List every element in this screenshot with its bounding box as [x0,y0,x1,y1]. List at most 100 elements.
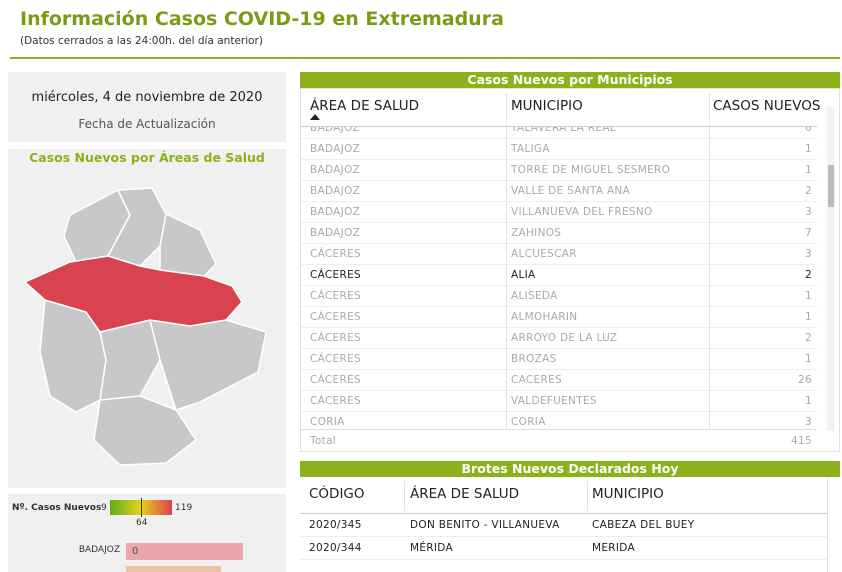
column-header[interactable]: ÁREA DE SALUD [310,98,420,114]
column-header[interactable]: MUNICIPIO [511,98,583,114]
area-cell: BADAJOZ [310,206,361,218]
area-bar[interactable]: 0 [126,543,243,560]
brotes-table: CÓDIGO ÁREA DE SALUD MUNICIPIO 2020/345 D… [300,477,828,572]
cases-cell: 1 [805,353,812,365]
area-llerena-zafra[interactable] [93,395,198,466]
area-cell: CÁCERES [310,311,361,323]
column-header[interactable]: CASOS NUEVOS [713,98,821,114]
legend-panel: Nº. Casos Nuevos 9 119 64 BADAJOZ 0 [8,494,286,572]
municipio-cell: VILLANUEVA DEL FRESNO [511,206,653,218]
brote-cell: CABEZA DEL BUEY [592,519,695,531]
column-separator [506,223,507,244]
header-rule [10,57,840,59]
total-rule [301,429,817,430]
area-bar-partial [126,566,221,572]
column-header[interactable]: MUNICIPIO [592,486,664,502]
legend-max: 119 [175,503,193,513]
map-title: Casos Nuevos por Áreas de Salud [29,150,265,165]
column-separator [709,328,710,349]
table-row[interactable]: BADAJOZ TORRE DE MIGUEL SESMERO 1 [301,160,817,181]
column-separator [709,370,710,391]
brote-cell: 2020/345 [309,519,362,531]
column-separator [709,412,710,429]
area-bar-value: 0 [132,546,139,557]
cases-cell: 3 [805,416,812,428]
column-separator [506,391,507,412]
map-panel: Casos Nuevos por Áreas de Salud [8,149,286,488]
cases-cell: 3 [805,206,812,218]
table-row[interactable]: CÁCERES ALCUESCAR 3 [301,244,817,265]
area-caceres[interactable] [23,255,243,333]
area-navalmoral[interactable] [159,212,217,277]
area-cell: CÁCERES [310,374,361,386]
municipio-cell: BROZAS [511,353,557,365]
area-cell: CÁCERES [310,395,361,407]
area-plasencia[interactable] [106,187,167,267]
table-row[interactable]: 2020/345 DON BENITO - VILLANUEVA CABEZA DE… [300,515,827,537]
cases-cell: 1 [805,290,812,302]
municipio-cell: ALISEDA [511,290,558,302]
date-card: miércoles, 4 de noviembre de 2020 Fecha … [8,72,286,142]
municipios-table: ÁREA DE SALUD MUNICIPIO CASOS NUEVOS BAD… [300,88,840,452]
table-row[interactable]: 2020/344 MÉRIDA MERIDA [300,538,827,560]
column-separator [709,127,710,139]
table-row[interactable]: BADAJOZ VILLANUEVA DEL FRESNO 3 [301,202,817,223]
area-cell: CÁCERES [310,269,361,281]
area-cell: BADAJOZ [310,227,361,239]
table-row[interactable]: BADAJOZ TALAVERA LA REAL 6 [301,127,817,139]
table-row[interactable]: BADAJOZ VALLE DE SANTA ANA 2 [301,181,817,202]
table-row[interactable]: CÁCERES ARROYO DE LA LUZ 2 [301,328,817,349]
table-row[interactable]: BADAJOZ TALIGA 1 [301,139,817,160]
municipio-cell: VALLE DE SANTA ANA [511,185,631,197]
brotes-title: Brotes Nuevos Declarados Hoy [300,461,840,477]
column-separator [709,349,710,370]
cases-cell: 2 [805,185,812,197]
area-cell: BADAJOZ [310,185,361,197]
area-cell: BADAJOZ [310,164,361,176]
area-cell: CORIA [310,416,345,428]
table-row[interactable]: BADAJOZ ZAHINOS 7 [301,223,817,244]
column-separator [506,139,507,160]
header-rule [301,126,817,127]
municipio-cell: ALIA [511,269,536,281]
area-cell: CÁCERES [310,248,361,260]
brote-cell: 2020/344 [309,542,362,554]
area-cell: CÁCERES [310,290,361,302]
brote-cell: DON BENITO - VILLANUEVA [410,519,560,531]
brote-cell: MERIDA [592,542,635,554]
column-separator [506,160,507,181]
page-subtitle: (Datos cerrados a las 24:00h. del día an… [20,35,263,47]
legend-mid-marker [141,498,142,517]
area-cell: BADAJOZ [310,143,361,155]
municipio-cell: VALDEFUENTES [511,395,597,407]
municipio-cell: CACERES [511,374,562,386]
column-separator [506,286,507,307]
area-cell: CÁCERES [310,353,361,365]
table-row[interactable]: CÁCERES CACERES 26 [301,370,817,391]
table-row[interactable]: CÁCERES ALIA 2 [301,265,817,286]
municipio-cell: ALMOHARIN [511,311,578,323]
table-row[interactable]: CORIA CORIA 3 [301,412,817,429]
scrollbar[interactable] [827,107,835,431]
map[interactable] [8,149,286,488]
area-merida[interactable] [99,319,161,401]
column-separator [506,349,507,370]
table-row[interactable]: CÁCERES ALMOHARIN 1 [301,307,817,328]
table-row[interactable]: CÁCERES ALISEDA 1 [301,286,817,307]
municipio-cell: TORRE DE MIGUEL SESMERO [511,164,671,176]
area-don-benito[interactable] [149,319,267,411]
column-separator [506,265,507,286]
municipio-cell: ZAHINOS [511,227,562,239]
column-header[interactable]: ÁREA DE SALUD [410,486,520,502]
column-separator [506,370,507,391]
column-header[interactable]: CÓDIGO [309,486,365,502]
legend-mid: 64 [136,518,148,528]
column-separator [709,139,710,160]
column-separator [506,244,507,265]
column-separator [709,223,710,244]
municipios-title: Casos Nuevos por Municipios [300,72,840,88]
table-row[interactable]: CÁCERES VALDEFUENTES 1 [301,391,817,412]
table-row[interactable]: CÁCERES BROZAS 1 [301,349,817,370]
legend-min: 9 [101,503,107,513]
